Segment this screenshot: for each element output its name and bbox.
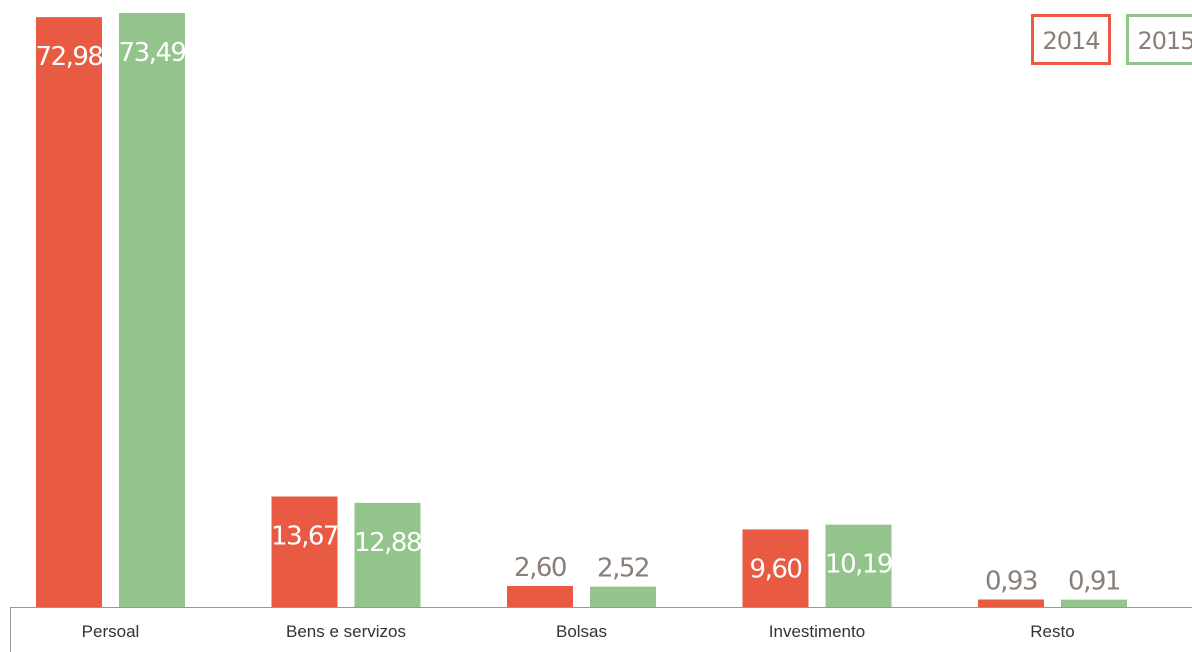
bars-layer: 72,98 73,49 13,67 12,88 2,60 2,52 9,60 10,19 0,9… (36, 13, 1127, 608)
value-label-persoal-2015: 73,49 (119, 38, 186, 68)
value-label-resto-2014: 0,93 (985, 566, 1037, 596)
category-label-investimento: Investimento (769, 622, 865, 641)
value-label-resto-2015: 0,91 (1068, 567, 1120, 597)
bar-bolsas-2014 (507, 585, 573, 607)
category-label-resto: Resto (1030, 622, 1074, 641)
bar-resto-2015 (1061, 599, 1127, 607)
legend: 2014 2015 (1031, 14, 1192, 65)
value-label-bens-e-servizos-2014: 13,67 (271, 522, 338, 552)
value-label-bens-e-servizos-2015: 12,88 (354, 528, 421, 558)
bar-bens-e-servizos-2015 (354, 502, 421, 607)
bar-investimento-2014 (742, 529, 809, 607)
value-label-bolsas-2014: 2,60 (514, 553, 566, 583)
value-label-persoal-2014: 72,98 (36, 42, 103, 72)
value-label-bolsas-2015: 2,52 (597, 554, 649, 584)
legend-label-2015: 2015 (1137, 27, 1192, 55)
bar-resto-2014 (978, 599, 1044, 607)
bar-persoal-2014 (36, 17, 102, 608)
legend-box-2015 (1126, 14, 1192, 65)
category-label-bolsas: Bolsas (556, 622, 607, 641)
value-label-investimento-2014: 9,60 (750, 554, 802, 584)
category-label-bens-e-servizos: Bens e servizos (286, 622, 406, 641)
bar-investimento-2015 (825, 524, 892, 607)
legend-label-2014: 2014 (1042, 27, 1099, 55)
axis-layer: Persoal Bens e servizos Bolsas Investimento… (10, 607, 1192, 652)
bar-bens-e-servizos-2014 (271, 496, 338, 607)
bar-persoal-2015 (119, 13, 185, 607)
category-label-persoal: Persoal (82, 622, 140, 641)
bar-bolsas-2015 (590, 586, 656, 607)
value-label-investimento-2015: 10,19 (825, 550, 892, 580)
legend-box-2014 (1031, 14, 1111, 65)
